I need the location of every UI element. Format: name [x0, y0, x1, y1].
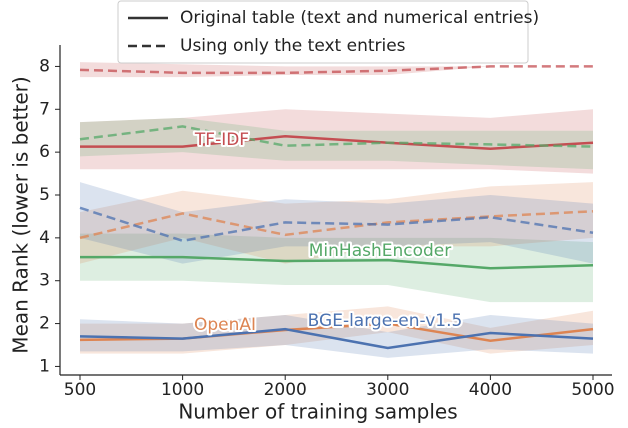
y-tick-label: 5 [39, 185, 50, 205]
error-band [80, 233, 593, 303]
line [79, 125, 594, 148]
line [80, 255, 594, 270]
y-tick-label: 3 [39, 271, 50, 291]
error-band [80, 182, 593, 264]
x-tick-label: 2000 [264, 380, 307, 400]
x-tick-label: 1000 [161, 380, 204, 400]
error-band [80, 62, 593, 78]
error-band [80, 109, 593, 174]
y-tick-label: 1 [39, 356, 50, 376]
x-tick-label: 4000 [469, 380, 512, 400]
error-band [80, 306, 593, 354]
line [79, 210, 594, 240]
line [79, 206, 594, 243]
annotation: TF-IDF [194, 130, 249, 150]
y-axis-label: Mean Rank (lower is better) [9, 76, 33, 353]
line [79, 327, 594, 350]
annotation: BGE-large-en-v1.5 [308, 311, 463, 331]
y-tick-label: 7 [39, 99, 50, 119]
annotation: OpenAI [194, 315, 256, 335]
legend-box [117, 0, 529, 64]
y-tick-label: 8 [39, 56, 50, 76]
line [79, 65, 593, 75]
error-band [80, 315, 593, 358]
y-tick-label: 4 [39, 228, 50, 248]
x-tick-label: 500 [64, 380, 96, 400]
error-band [80, 182, 593, 264]
annotation: MinHashEncoder [309, 241, 452, 261]
legend-label: Using only the text entries [180, 36, 406, 56]
x-axis-label: Number of training samples [178, 400, 457, 424]
lines [79, 65, 594, 350]
x-tick-label: 3000 [366, 380, 409, 400]
y-tick-label: 6 [39, 142, 50, 162]
x-tick-label: 5000 [571, 380, 614, 400]
line [80, 135, 594, 150]
legend-label: Original table (text and numerical entri… [180, 8, 539, 28]
y-tick-label: 2 [39, 314, 50, 334]
